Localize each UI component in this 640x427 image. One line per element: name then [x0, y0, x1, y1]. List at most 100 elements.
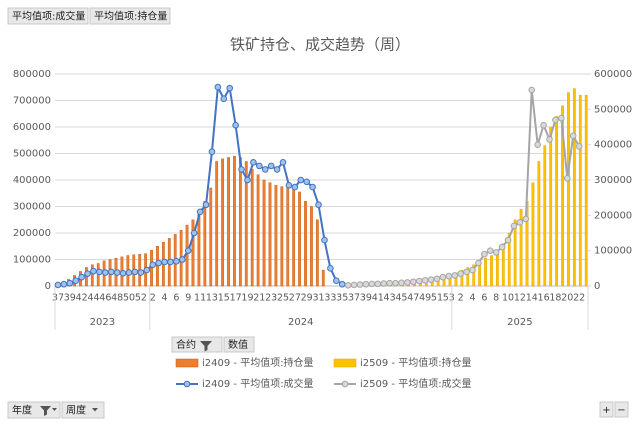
legend-label: i2409 - 平均值项:持仓量: [202, 356, 314, 369]
marker: [486, 247, 494, 254]
marker: [78, 273, 85, 281]
x-tick-label: 14: [526, 293, 538, 304]
x-tick-label: 41: [372, 293, 384, 304]
x-tick-label: 8: [493, 293, 499, 304]
field-button[interactable]: [89, 7, 171, 25]
x-tick-label: 51: [431, 293, 443, 304]
x-tick-label: 31: [312, 293, 324, 304]
x-tick-label: 9: [185, 293, 191, 304]
x-tick-label: 12: [514, 293, 526, 304]
x-group-label: 2024: [288, 317, 313, 328]
x-tick-label: 25: [277, 293, 289, 304]
marker: [321, 236, 328, 244]
marker: [279, 159, 287, 166]
bar: [513, 219, 517, 287]
legend-header: 合约 数值: [171, 336, 255, 353]
x-tick-label: 39: [64, 293, 76, 304]
x-tick-label: 23: [265, 293, 277, 304]
marker: [137, 269, 145, 276]
legend-swatch: [341, 380, 349, 388]
marker: [190, 229, 198, 237]
bar: [262, 179, 266, 287]
bar: [315, 219, 319, 287]
marker: [475, 259, 482, 267]
bar: [274, 185, 278, 287]
marker: [380, 280, 387, 287]
bar: [460, 269, 464, 287]
marker: [261, 166, 269, 173]
zoom-button[interactable]: [614, 401, 629, 418]
filter-icon: [40, 406, 51, 416]
marker: [404, 279, 411, 286]
x-tick-label: 19: [241, 293, 253, 304]
x-tick-label: 18: [549, 293, 561, 304]
legend-label: i2509 - 平均值项:成交量: [360, 377, 472, 390]
marker: [362, 280, 370, 288]
x-tick-label: 47: [407, 293, 419, 304]
marker: [552, 116, 559, 124]
legend-field-button[interactable]: [171, 336, 223, 353]
x-tick-label: 43: [384, 293, 396, 304]
marker: [96, 268, 103, 276]
x-tick-label: 50: [123, 293, 135, 304]
bar: [298, 191, 301, 287]
x-tick-label: 17: [230, 293, 242, 304]
bar: [321, 269, 325, 287]
marker: [291, 183, 299, 191]
marker: [232, 121, 239, 129]
marker: [119, 269, 127, 277]
legend-swatch: [183, 380, 191, 388]
legend-swatch: [333, 358, 357, 368]
marker: [516, 219, 524, 226]
marker: [250, 159, 257, 166]
y2-tick-label: 0: [594, 281, 600, 292]
marker: [208, 148, 216, 156]
bar: [578, 94, 582, 287]
x-tick-label: 22: [573, 293, 585, 304]
field-button[interactable]: [61, 401, 105, 419]
marker: [528, 86, 536, 94]
bar: [537, 161, 541, 287]
y2-tick-label: 600000: [594, 69, 632, 80]
bar: [244, 161, 248, 287]
zoom-label: −: [617, 405, 625, 416]
marker: [303, 178, 310, 186]
bar: [90, 264, 94, 287]
bar: [209, 187, 213, 287]
bar: [572, 88, 576, 287]
bar: [280, 186, 284, 287]
x-tick-label: 2: [458, 293, 464, 304]
marker: [481, 250, 488, 258]
bar: [543, 145, 547, 287]
marker: [315, 201, 322, 209]
x-tick-label: 21: [253, 293, 265, 304]
dropdown-icon: [92, 408, 98, 412]
marker: [297, 176, 305, 184]
bar: [150, 250, 153, 287]
y-tick-label: 200000: [13, 228, 51, 239]
bar: [221, 158, 224, 287]
x-tick-label: 6: [481, 293, 487, 304]
marker: [433, 275, 441, 283]
dropdown-icon: [52, 408, 57, 411]
marker: [167, 258, 174, 266]
marker: [220, 95, 228, 103]
bar: [250, 169, 254, 287]
x-tick-label: 37: [348, 293, 360, 304]
legend-value-button[interactable]: [223, 336, 255, 353]
x-tick-label: 44: [87, 293, 99, 304]
field-button[interactable]: [7, 7, 89, 25]
marker: [504, 236, 512, 244]
bar: [191, 219, 195, 287]
bar: [567, 92, 570, 287]
legend-value-label: 数值: [228, 338, 248, 351]
marker: [113, 269, 121, 276]
x-tick-label: 53: [443, 293, 455, 304]
marker: [273, 166, 281, 173]
zoom-button[interactable]: [599, 401, 614, 418]
bar: [227, 157, 230, 287]
marker: [226, 84, 234, 92]
y2-tick-label: 100000: [594, 246, 632, 257]
marker: [421, 277, 429, 284]
x-tick-label: 13: [206, 293, 218, 304]
